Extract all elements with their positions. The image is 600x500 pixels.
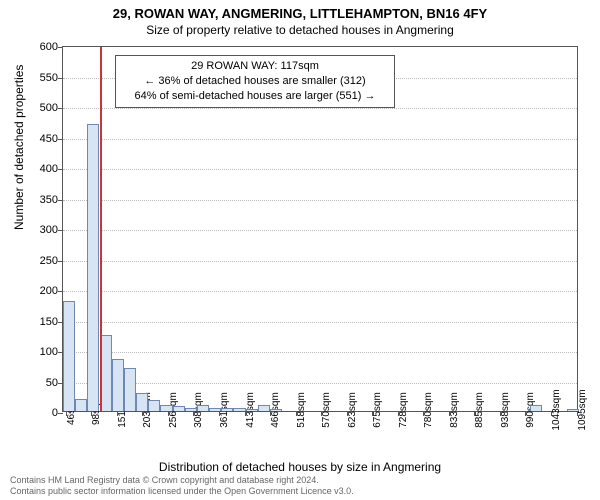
y-tick-label: 450 (23, 133, 58, 145)
histogram-bar (197, 405, 209, 411)
gridline-h (63, 383, 577, 384)
gridline-h (63, 169, 577, 170)
y-tick-mark (58, 108, 63, 109)
y-tick-label: 0 (23, 407, 58, 419)
histogram-bar (75, 399, 87, 411)
x-tick-label: 728sqm (398, 392, 409, 428)
page-subtitle: Size of property relative to detached ho… (0, 21, 600, 37)
x-tick-label: 1043sqm (551, 389, 562, 430)
x-axis-label: Distribution of detached houses by size … (0, 460, 600, 474)
histogram-bar (112, 359, 124, 411)
footer-attribution: Contains HM Land Registry data © Crown c… (10, 475, 354, 497)
y-tick-mark (58, 47, 63, 48)
histogram-bar (221, 408, 233, 411)
x-tick-label: 938sqm (500, 392, 511, 428)
y-tick-label: 150 (23, 316, 58, 328)
histogram-bar (148, 400, 160, 411)
x-tick-label: 675sqm (372, 392, 383, 428)
gridline-h (63, 108, 577, 109)
x-tick-label: 833sqm (449, 392, 460, 428)
histogram-bar (160, 405, 172, 411)
gridline-h (63, 261, 577, 262)
y-tick-label: 200 (23, 285, 58, 297)
y-tick-mark (58, 413, 63, 414)
histogram-bar (185, 408, 197, 411)
page-title: 29, ROWAN WAY, ANGMERING, LITTLEHAMPTON,… (0, 0, 600, 21)
x-tick-label: 570sqm (321, 392, 332, 428)
y-tick-mark (58, 291, 63, 292)
x-tick-label: 518sqm (296, 392, 307, 428)
y-tick-label: 100 (23, 346, 58, 358)
footer-line-2: Contains public sector information licen… (10, 486, 354, 497)
histogram-chart: 05010015020025030035040045050055060046sq… (62, 46, 578, 412)
x-tick-label: 780sqm (423, 392, 434, 428)
y-tick-mark (58, 261, 63, 262)
annotation-box: 29 ROWAN WAY: 117sqm← 36% of detached ho… (115, 55, 395, 108)
x-tick-label: 623sqm (347, 392, 358, 428)
annotation-line: ← 36% of detached houses are smaller (31… (124, 74, 386, 89)
y-tick-label: 500 (23, 102, 58, 114)
y-tick-mark (58, 230, 63, 231)
x-tick-label: 885sqm (474, 392, 485, 428)
y-tick-mark (58, 78, 63, 79)
y-tick-mark (58, 200, 63, 201)
footer-line-1: Contains HM Land Registry data © Crown c… (10, 475, 354, 486)
gridline-h (63, 291, 577, 292)
histogram-bar (233, 408, 245, 411)
histogram-bar (209, 408, 221, 411)
annotation-line: 29 ROWAN WAY: 117sqm (124, 59, 386, 74)
y-tick-label: 400 (23, 163, 58, 175)
y-tick-label: 50 (23, 377, 58, 389)
y-tick-label: 350 (23, 194, 58, 206)
y-tick-label: 550 (23, 72, 58, 84)
gridline-h (63, 322, 577, 323)
y-tick-label: 250 (23, 255, 58, 267)
gridline-h (63, 139, 577, 140)
y-tick-mark (58, 169, 63, 170)
marker-line (100, 47, 102, 411)
gridline-h (63, 352, 577, 353)
y-tick-label: 300 (23, 224, 58, 236)
annotation-line: 64% of semi-detached houses are larger (… (124, 89, 386, 104)
histogram-bar (173, 406, 185, 411)
histogram-bar (567, 409, 579, 411)
histogram-bar (270, 409, 282, 411)
gridline-h (63, 200, 577, 201)
y-tick-label: 600 (23, 41, 58, 53)
gridline-h (63, 230, 577, 231)
histogram-bar (87, 124, 99, 411)
histogram-bar (63, 301, 75, 411)
y-tick-mark (58, 139, 63, 140)
histogram-bar (136, 393, 148, 411)
histogram-bar (258, 405, 270, 411)
histogram-bar (124, 368, 136, 411)
histogram-bar (246, 409, 258, 411)
histogram-bar (530, 405, 542, 411)
